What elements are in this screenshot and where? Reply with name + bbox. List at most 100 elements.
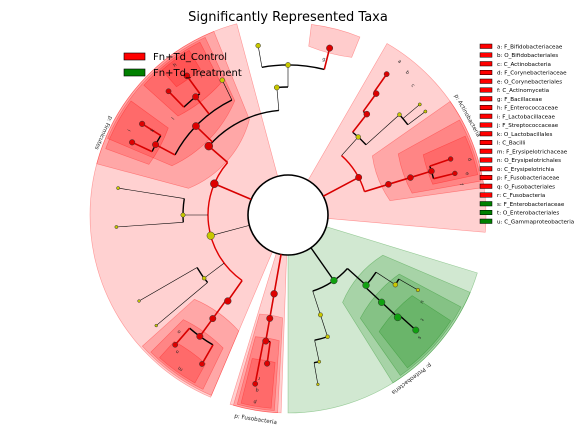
branch-line (365, 114, 400, 145)
clade-swatch (479, 78, 493, 84)
branch-line (214, 183, 252, 201)
node-b (363, 110, 371, 118)
node-q (266, 314, 274, 322)
node-h (183, 72, 191, 80)
clade-legend-label: u: C_Gammaproteobacteria (497, 219, 574, 225)
branch-line (352, 113, 368, 133)
branch-line (312, 290, 321, 315)
node-d1 (447, 156, 454, 162)
clade-letter-n: n (175, 348, 181, 354)
node-m (196, 332, 204, 340)
branch-line (314, 340, 320, 362)
node-a1 (383, 71, 390, 77)
clade-letter-r: r (258, 375, 261, 381)
clade-legend-label: q: O_Fusobacteriales (497, 184, 555, 190)
node-a (372, 90, 380, 97)
branch-line (221, 80, 233, 101)
branch-line (322, 176, 360, 197)
node-p (262, 337, 270, 345)
clade-swatch (479, 52, 493, 58)
branch-line (323, 47, 331, 70)
node-fn1 (114, 225, 119, 229)
node-firm_n2 (201, 275, 207, 281)
node-pro_n4 (316, 382, 320, 387)
node-k_n (219, 77, 225, 83)
clade-letter-f: f (458, 183, 464, 186)
branch-line (167, 90, 185, 108)
node-firm (210, 179, 219, 188)
branch-arc (174, 99, 233, 156)
phylum-label: p: Fusobacteria (234, 414, 277, 427)
root-ring (247, 174, 329, 256)
clade-swatch (479, 70, 493, 75)
clade-letter-t: t (419, 317, 425, 322)
branch-line (364, 286, 383, 303)
branch-line (407, 111, 426, 125)
clade-legend-label: c: C_Actinobacteria (497, 62, 551, 68)
branch-line (433, 172, 456, 180)
clade-swatch (479, 96, 493, 102)
sector-j (143, 41, 222, 117)
node-i2 (139, 120, 146, 127)
clade-swatch (479, 157, 493, 163)
branch-line (399, 314, 417, 331)
branch-line (410, 170, 432, 179)
clade-legend-label: e: O_Corynebacteriales (497, 79, 562, 85)
branch-arc (182, 198, 185, 223)
clade-swatch (479, 87, 493, 93)
branch-line (199, 318, 214, 337)
core-disk (248, 175, 328, 255)
clade-swatch (479, 61, 493, 67)
node-firm_n1 (180, 212, 186, 218)
clade-letter-m: m (177, 365, 184, 372)
clade-swatch (479, 183, 493, 189)
node-fn3 (154, 323, 158, 328)
node-s (393, 313, 402, 322)
node-bac_f2 (255, 42, 261, 49)
legend-label: Fn+Td_Treatment (153, 68, 242, 79)
node-c_n3 (423, 109, 428, 114)
branch-line (203, 262, 225, 279)
clade-swatch (479, 218, 493, 224)
node-j (192, 93, 200, 101)
node-c_n1 (397, 112, 402, 117)
branch-line (310, 247, 335, 281)
clade-letter-g: g (322, 57, 326, 63)
node-d2 (452, 170, 458, 177)
branch-line (195, 96, 210, 115)
clade-legend-label: j: F_Streptococcaceae (496, 123, 559, 129)
branch-line (138, 267, 198, 302)
branch-arc (207, 162, 243, 282)
clade-letter-i: i (127, 129, 133, 133)
clade-letter-k: k (149, 128, 156, 134)
node-u_n1 (392, 282, 398, 288)
node-i1 (129, 139, 136, 146)
branch-line (402, 104, 420, 119)
highlight-sectors (89, 23, 487, 414)
clade-legend-label: g: F_Bacillaceae (497, 97, 543, 103)
clade-legend-label: m: F_Erysipelotrichaceae (497, 149, 568, 155)
clade-letter-l: l (171, 116, 176, 121)
clade-legend-label: b: O_Bifidobacteriales (497, 53, 558, 59)
branch-line (227, 280, 243, 302)
node-m2 (172, 341, 179, 348)
branch-line (210, 225, 250, 236)
node-k (192, 122, 200, 130)
clade-swatch (479, 201, 493, 207)
node-pro_n (317, 312, 323, 318)
clade-swatch (479, 140, 493, 145)
branch-line (362, 93, 377, 112)
chart-title: Significantly Represented Taxa (188, 10, 388, 25)
clade-legend-label: l: C_Bacilli (497, 141, 526, 147)
clade-legend-label: d: F_Corynebacteriaceae (497, 71, 567, 77)
branch-line (268, 293, 275, 319)
legend-swatch (123, 68, 146, 77)
node-u (362, 281, 370, 289)
clade-swatch (479, 43, 493, 49)
node-p2 (252, 380, 259, 387)
branch-line (276, 87, 280, 111)
clade-legend-label: i: F_Lactobacillaceae (497, 114, 556, 120)
branch-line (116, 222, 184, 228)
node-l (204, 141, 214, 151)
